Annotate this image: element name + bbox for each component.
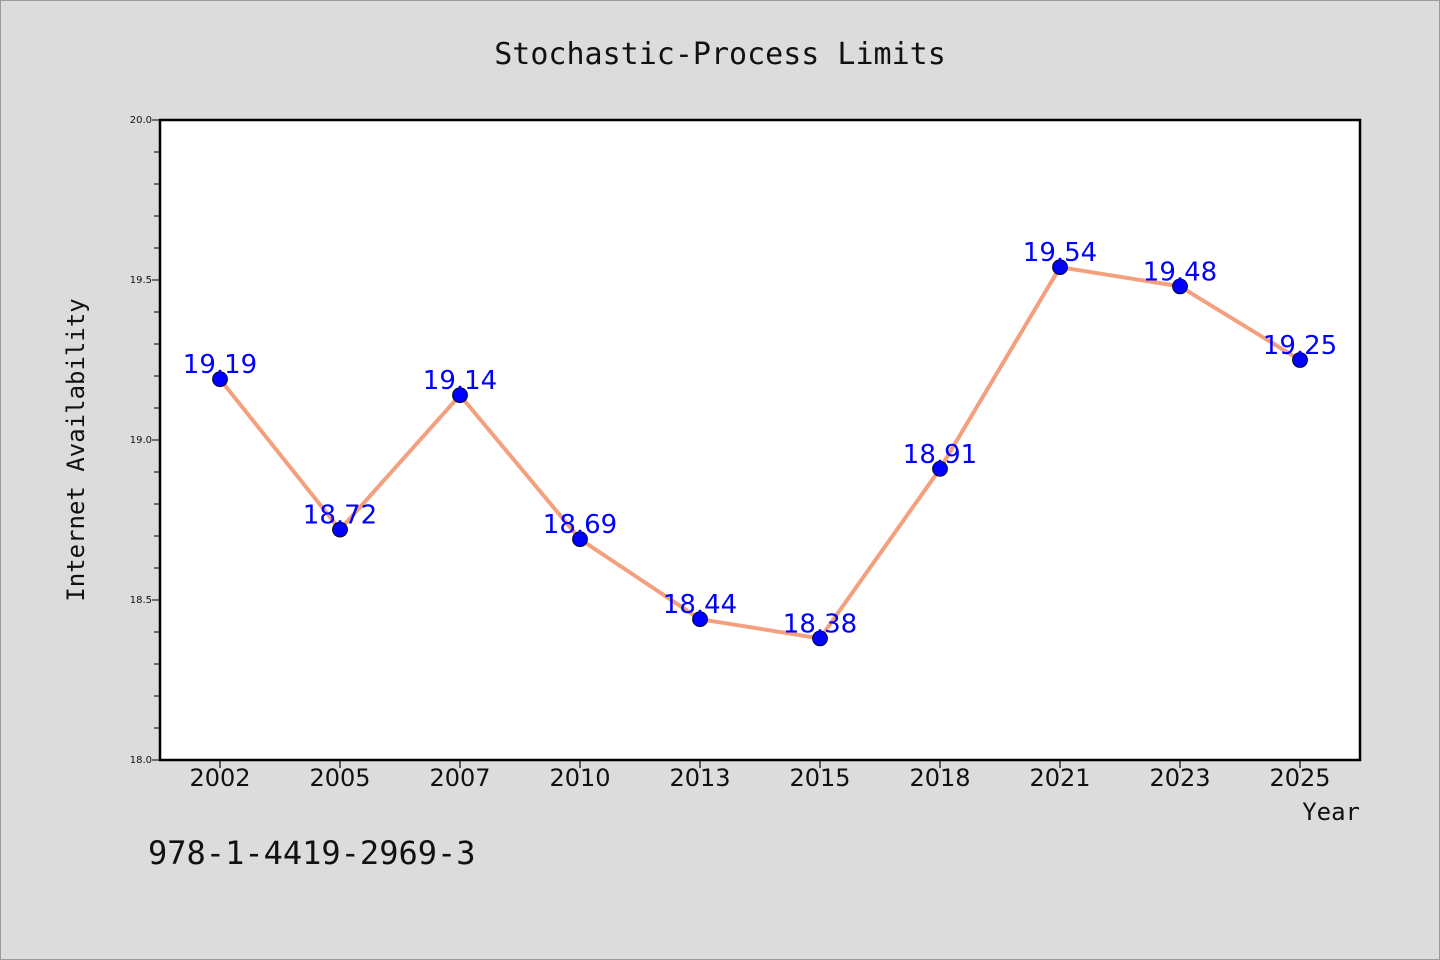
- data-label: 18.44: [663, 590, 737, 620]
- x-tick-label: 2002: [189, 764, 250, 792]
- data-point: [332, 521, 348, 538]
- x-tick-label: 2023: [1149, 764, 1210, 792]
- data-label: 18.72: [303, 501, 377, 531]
- data-label: 19.19: [183, 350, 257, 380]
- series-layer: 19.19 18.72 19.14 18.69 18.44 18.38 18.91 19.54…: [183, 238, 1337, 647]
- data-point: [932, 460, 948, 477]
- data-point: [692, 611, 708, 628]
- data-point: [1052, 259, 1068, 276]
- y-tick-label: 19.5: [130, 275, 152, 286]
- data-label: 18.38: [783, 609, 857, 639]
- y-axis-ticks: 18.0 18.5 19.0 19.5 20.0: [130, 115, 160, 766]
- data-point: [212, 371, 228, 388]
- x-axis-label: Year: [1302, 798, 1360, 826]
- y-tick-label: 18.0: [130, 755, 152, 766]
- x-tick-label: 2015: [789, 764, 850, 792]
- plot-area: [158, 118, 1362, 762]
- x-tick-label: 2007: [429, 764, 490, 792]
- data-point: [572, 531, 588, 548]
- data-point: [1172, 278, 1188, 295]
- data-label: 19.54: [1023, 238, 1097, 268]
- y-tick-label: 19.0: [130, 435, 152, 446]
- data-label: 18.69: [543, 510, 617, 540]
- data-point: [1292, 352, 1308, 368]
- chart-title: Stochastic-Process Limits: [494, 37, 946, 72]
- data-label: 18.91: [903, 440, 977, 470]
- x-tick-label: 2005: [309, 764, 370, 792]
- x-axis-ticks: 2002 2005 2007 2010 2013 2015 2018 2021 2023 2025: [189, 760, 1331, 792]
- isbn-footer: 978-1-4419-2969-3: [148, 834, 476, 872]
- x-tick-label: 2018: [909, 764, 970, 792]
- x-tick-label: 2025: [1269, 764, 1330, 792]
- data-label: 19.25: [1263, 331, 1337, 361]
- series-line: [218, 265, 1302, 641]
- data-point: [452, 387, 468, 404]
- data-label: 19.14: [423, 366, 497, 396]
- x-tick-label: 2013: [669, 764, 730, 792]
- x-tick-label: 2010: [549, 764, 610, 792]
- data-label: 19.48: [1143, 257, 1217, 287]
- y-tick-label: 18.5: [130, 595, 152, 606]
- data-point: [812, 630, 828, 647]
- y-tick-label: 20.0: [130, 115, 152, 126]
- x-tick-label: 2021: [1029, 764, 1090, 792]
- y-axis-label: Internet Availability: [62, 298, 90, 601]
